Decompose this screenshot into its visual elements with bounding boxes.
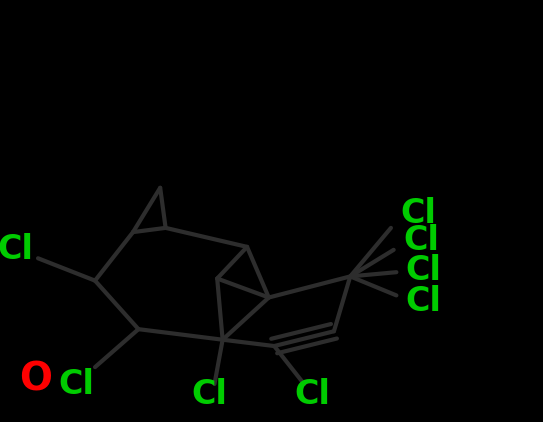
- Text: Cl: Cl: [294, 378, 330, 411]
- Text: Cl: Cl: [406, 285, 441, 318]
- Text: Cl: Cl: [58, 368, 94, 400]
- Text: Cl: Cl: [191, 378, 227, 411]
- Text: Cl: Cl: [406, 254, 441, 287]
- Text: O: O: [19, 361, 52, 399]
- Text: Cl: Cl: [403, 224, 439, 257]
- Text: Cl: Cl: [400, 197, 436, 230]
- Text: Cl: Cl: [0, 233, 33, 266]
